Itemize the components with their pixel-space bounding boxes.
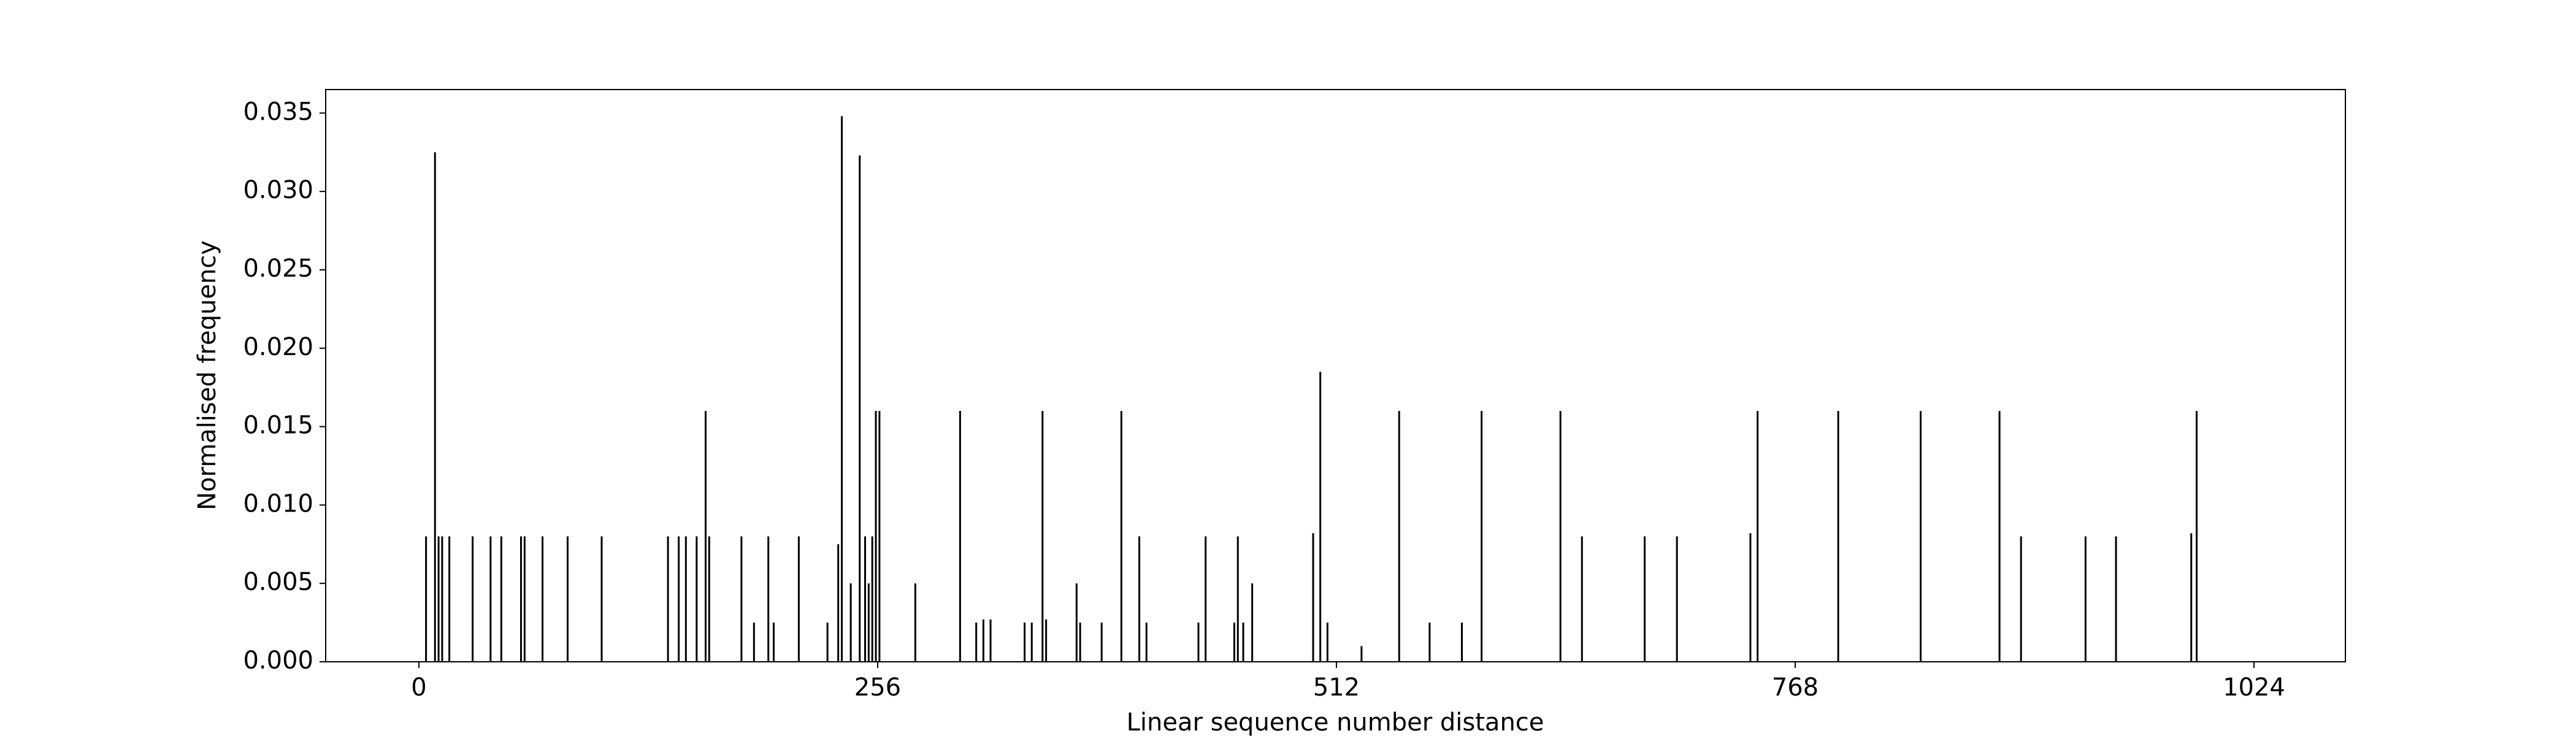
bar	[1326, 623, 1328, 662]
bar	[1075, 583, 1078, 662]
bar	[1312, 533, 1314, 662]
bar	[704, 411, 707, 662]
bar	[1360, 646, 1363, 662]
bar	[667, 536, 669, 662]
bar	[975, 623, 978, 662]
bar	[849, 583, 852, 662]
bar	[1398, 411, 1400, 662]
bar	[1481, 411, 1483, 662]
bar	[1559, 411, 1562, 662]
bar	[1138, 536, 1141, 662]
bar	[696, 536, 698, 662]
bar	[740, 536, 743, 662]
bar	[2084, 536, 2087, 662]
bar	[684, 536, 687, 662]
bar	[1233, 623, 1235, 662]
bar	[1644, 536, 1646, 662]
x-tick-label: 512	[1313, 673, 1360, 702]
bar	[1757, 411, 1759, 662]
y-tick-label: 0.020	[243, 333, 313, 361]
bar	[1145, 623, 1148, 662]
bar	[1197, 623, 1200, 662]
x-tick-label: 1024	[2223, 673, 2285, 702]
bar	[1242, 623, 1244, 662]
bar	[959, 411, 961, 662]
bar	[500, 536, 502, 662]
bar	[1251, 583, 1254, 662]
bar	[425, 536, 427, 662]
bar	[1319, 372, 1322, 662]
bar	[767, 536, 770, 662]
bar	[841, 116, 843, 662]
x-tick-label: 0	[411, 673, 426, 702]
bar	[1205, 536, 1207, 662]
y-tick-label: 0.015	[243, 412, 313, 440]
bar	[441, 536, 443, 662]
bar	[434, 152, 436, 662]
y-tick-label: 0.030	[243, 176, 313, 204]
y-tick-label: 0.010	[243, 489, 313, 518]
y-axis-label: Normalised frequency	[193, 240, 221, 510]
bar	[1837, 411, 1839, 662]
bar	[437, 536, 440, 662]
bar	[708, 536, 710, 662]
bar	[914, 583, 916, 662]
bar	[1676, 536, 1678, 662]
x-tick-label: 256	[854, 673, 901, 702]
y-tick-label: 0.035	[243, 98, 313, 126]
bar	[989, 619, 992, 662]
bar	[1120, 411, 1122, 662]
x-axis-label: Linear sequence number distance	[1127, 708, 1544, 736]
bar	[1920, 411, 1922, 662]
bar	[600, 536, 603, 662]
bar	[867, 583, 870, 662]
bar	[826, 623, 829, 662]
plot-frame	[325, 89, 2346, 662]
bar	[448, 536, 451, 662]
bar	[875, 411, 877, 662]
bar	[1041, 411, 1044, 662]
bar	[1236, 536, 1239, 662]
bar	[678, 536, 680, 662]
bar	[797, 536, 800, 662]
y-tick-label: 0.000	[243, 646, 313, 675]
bar	[489, 536, 492, 662]
bar	[1030, 623, 1033, 662]
bar	[2020, 536, 2022, 662]
bar	[878, 411, 881, 662]
bar	[566, 536, 569, 662]
bar	[859, 155, 861, 662]
y-tick-label: 0.005	[243, 568, 313, 596]
bar	[1024, 623, 1026, 662]
y-tick-label: 0.025	[243, 255, 313, 283]
bar	[1581, 536, 1583, 662]
bar	[837, 544, 840, 662]
bar	[1749, 533, 1752, 662]
bar	[1045, 619, 1048, 662]
bar	[982, 619, 984, 662]
bar	[864, 536, 866, 662]
bar	[542, 536, 544, 662]
bar	[753, 623, 755, 662]
bar	[1079, 623, 1081, 662]
bar	[772, 623, 775, 662]
bar	[519, 536, 522, 662]
bar	[1428, 623, 1431, 662]
bar	[1100, 623, 1103, 662]
bar	[2115, 536, 2117, 662]
x-tick-label: 768	[1772, 673, 1819, 702]
bar	[871, 536, 873, 662]
bar	[2195, 411, 2198, 662]
bar	[472, 536, 474, 662]
bar	[523, 536, 526, 662]
bar	[1998, 411, 2001, 662]
bar	[1460, 623, 1463, 662]
bar	[2190, 533, 2193, 662]
